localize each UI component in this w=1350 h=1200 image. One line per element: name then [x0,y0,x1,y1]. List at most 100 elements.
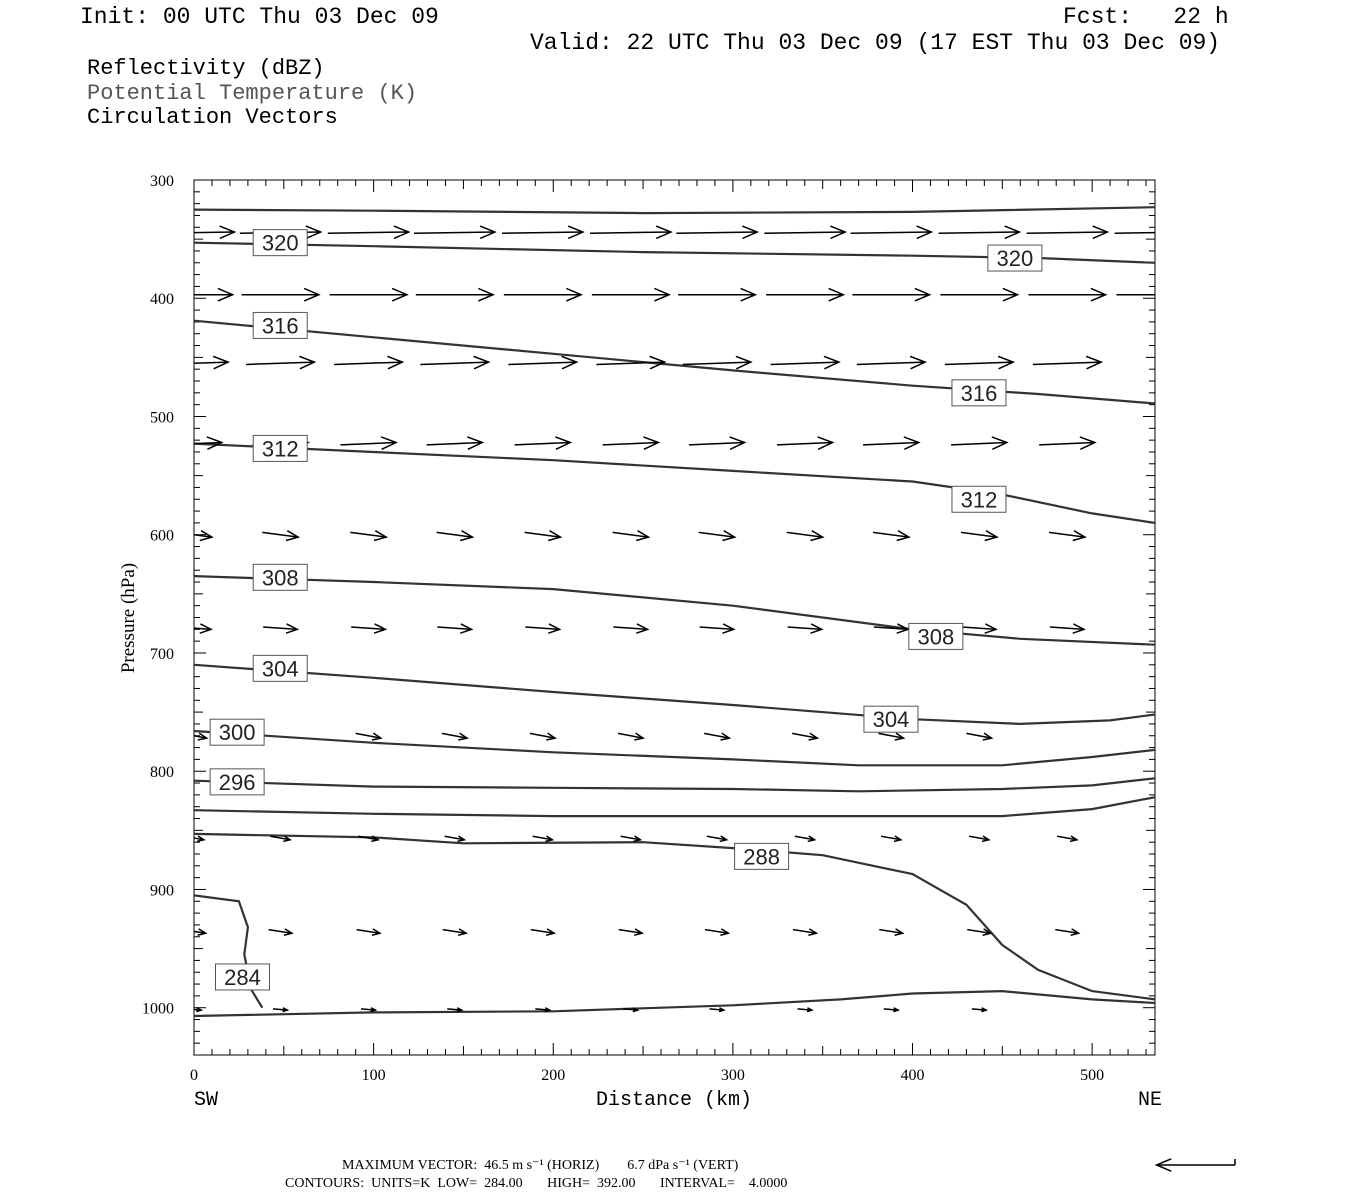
vector-head [896,623,910,634]
vector-shaft [618,928,643,934]
contour-308 [194,575,1155,646]
contour-label-box [987,244,1043,272]
vector-head [720,732,732,741]
vector-head [458,732,469,741]
vector-head [380,436,399,451]
plot-frame [193,179,1156,1056]
circulation-vector [596,355,667,370]
contour-288 [194,832,1155,1001]
circulation-vectors [194,225,1155,1013]
circulation-vector [356,928,382,936]
vector-head [545,928,557,936]
contour-label-text: 320 [997,246,1034,271]
contour-label-text: 316 [262,313,299,338]
contour-label-312: 312 [252,434,308,462]
contour-label-text: 312 [262,436,299,461]
vector-shaft [786,531,823,538]
contour-label-box [252,229,308,257]
vector-head [655,225,673,240]
vector-shaft [938,231,1020,234]
vector-head [635,623,650,634]
contour-324 [194,206,1155,215]
contour-label-text: 284 [224,965,261,990]
circulation-vector [358,835,381,843]
contour-label-text: 316 [961,381,998,406]
vector-shaft [194,533,213,538]
contour-312 [194,442,1155,524]
vector-head [740,287,758,302]
vector-head [567,225,585,240]
forecast-hour: Fcst: 22 h [1063,4,1229,30]
contour-label-308: 308 [908,622,964,650]
circulation-vector [530,928,557,936]
y-axis-title: Pressure (hPa) [118,563,139,673]
vector-shaft [355,732,381,739]
vector-head [219,225,237,240]
axis-ticks [193,179,1155,1056]
circulation-vector [704,928,731,936]
circulation-vector [246,355,317,370]
vector-head [305,225,323,240]
circulation-vector [415,287,496,302]
vector-shaft [850,231,932,234]
circulation-vector [792,928,819,936]
circulation-vector [262,530,301,542]
circulation-vector [327,225,411,240]
vector-head [566,287,584,302]
vector-head [371,928,382,936]
vector-shaft [334,361,403,366]
vector-shaft [426,441,483,446]
contour-label-320: 320 [252,229,308,257]
circulation-vector [971,1007,989,1013]
vector-head [206,436,224,451]
circulation-vector [1039,436,1097,451]
vector-shaft [792,928,817,934]
vector-shaft [194,734,207,739]
circulation-vector [1049,623,1086,634]
circulation-vector [194,928,208,936]
vector-head [982,732,994,741]
vector-head [387,355,405,370]
vector-head [636,530,651,542]
vector-head [916,225,934,240]
vector-shaft [327,231,409,234]
vector-shaft [961,626,997,631]
vector-shaft [623,1008,638,1011]
circulation-vector [1048,530,1087,542]
vector-shaft [340,441,397,446]
contour-296 [194,777,1155,793]
circulation-vector [880,835,903,843]
vector-head [547,623,562,634]
vector-shaft [447,1008,462,1011]
contour-284 [194,894,264,1009]
x-axis-title: Distance (km) [596,1089,752,1112]
vector-head [722,530,737,542]
vector-head [370,1007,378,1013]
circulation-vector [360,1007,378,1013]
contour-label-box [734,842,790,870]
vector-head [722,623,736,634]
vector-shaft [960,531,998,538]
circulation-vector [508,355,579,370]
vector-head [718,1007,726,1013]
circulation-vector [1056,835,1079,843]
circulation-vector [334,355,405,370]
vector-shaft [797,1008,812,1011]
vector-head [197,732,209,741]
vector-shaft [351,626,386,631]
circulation-vector [1116,293,1155,296]
circulation-vector [272,1007,290,1013]
vector-shaft [530,928,555,934]
contour-label-box [252,654,308,682]
circulation-vector [961,623,998,634]
vector-head [473,355,491,370]
circulation-vector [688,436,747,451]
vector-head [810,530,825,542]
circulation-vector [883,1007,901,1013]
circulation-vector [442,928,469,936]
circulation-vector [437,623,474,634]
vector-shaft [879,928,903,934]
y-tick-label: 700 [150,646,174,663]
contour-label-text: 296 [219,770,256,795]
vector-shaft [688,441,745,446]
